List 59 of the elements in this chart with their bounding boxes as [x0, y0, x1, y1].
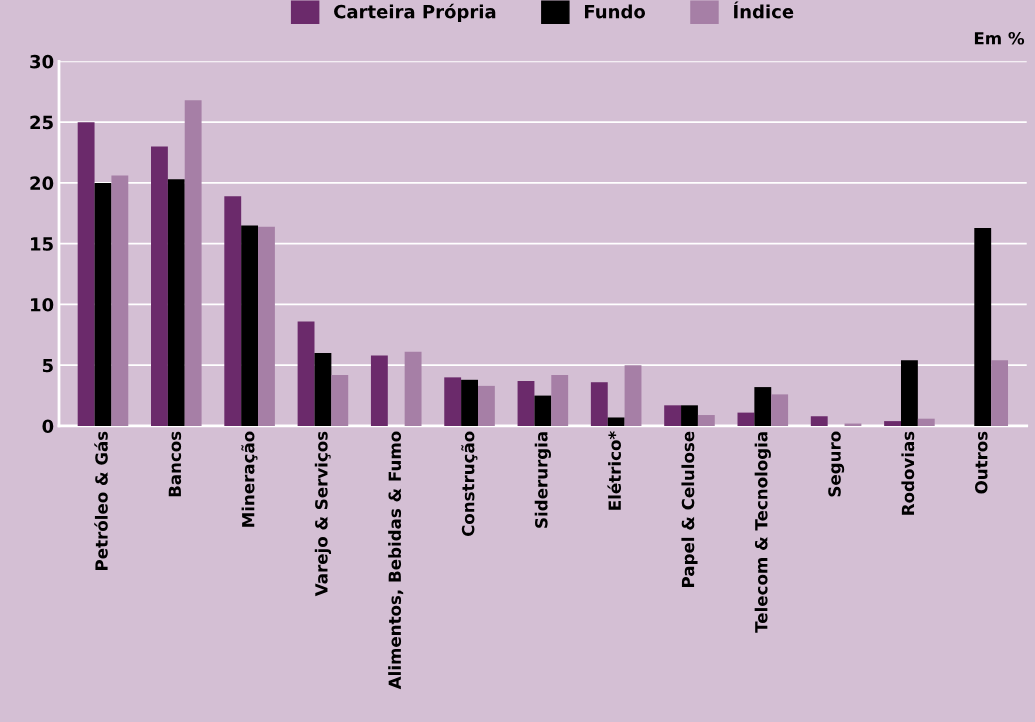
- bar: [771, 394, 789, 426]
- x-tick-label: Bancos: [168, 431, 182, 497]
- bar: [607, 417, 625, 426]
- bar: [551, 374, 569, 426]
- bar: [900, 360, 918, 426]
- x-tick-label: Construção: [461, 431, 478, 537]
- bar: [737, 412, 755, 426]
- x-tick-label: Alimentos, Bebidas & Fumo: [388, 431, 404, 690]
- legend-label: Fundo: [584, 4, 646, 19]
- y-tick-label: 0: [42, 419, 54, 434]
- bar: [224, 196, 242, 426]
- y-tick-label: 30: [30, 54, 54, 69]
- x-tick-label: Seguro: [828, 431, 845, 497]
- bar: [974, 227, 992, 426]
- x-tick-label: Rodovias: [901, 431, 915, 515]
- bar: [151, 146, 168, 426]
- bar: [884, 421, 901, 426]
- bar: [534, 395, 552, 426]
- bar: [624, 365, 642, 426]
- bar: [917, 418, 935, 426]
- bar: [77, 122, 95, 426]
- legend-label: Carteira Própria: [334, 3, 496, 22]
- bar: [517, 381, 535, 426]
- y-tick-label: 15: [31, 237, 53, 251]
- y-tick-label: 5: [42, 358, 53, 373]
- y-tick-label: 10: [31, 297, 54, 312]
- x-tick-label: Telecom & Tecnologia: [754, 432, 771, 633]
- bar: [258, 226, 275, 426]
- bar: [477, 385, 495, 426]
- bar: [94, 182, 112, 426]
- bar: [111, 175, 129, 426]
- bar: [754, 387, 772, 426]
- bar: [681, 405, 698, 426]
- bar: [167, 179, 185, 426]
- x-tick-label: Mineração: [241, 431, 258, 527]
- bar: [241, 225, 259, 426]
- bar: [314, 353, 332, 426]
- bar: [404, 351, 422, 426]
- y-tick-label: 20: [30, 176, 54, 191]
- bar: [184, 100, 202, 426]
- x-tick-label: Varejo & Serviços: [314, 431, 332, 597]
- x-tick-label: Outros: [974, 431, 988, 494]
- bar: [461, 379, 478, 426]
- bar: [370, 355, 388, 426]
- x-tick-label: Elétrico*: [607, 431, 622, 510]
- bar: [991, 360, 1009, 426]
- x-tick-label: Papel & Celulose: [681, 431, 698, 587]
- y-tick-label: 25: [30, 115, 53, 130]
- bar: [444, 377, 462, 426]
- bar: [331, 374, 349, 426]
- x-tick-label: Petróleo & Gás: [94, 431, 108, 570]
- text: Em %: [974, 31, 1025, 45]
- bar: [297, 321, 315, 426]
- bar: [810, 416, 828, 426]
- bar: [697, 415, 715, 426]
- bar: [590, 382, 608, 426]
- x-tick-label: Siderurgia: [534, 432, 551, 528]
- bar: [664, 405, 682, 426]
- legend-label: Índice: [734, 1, 794, 19]
